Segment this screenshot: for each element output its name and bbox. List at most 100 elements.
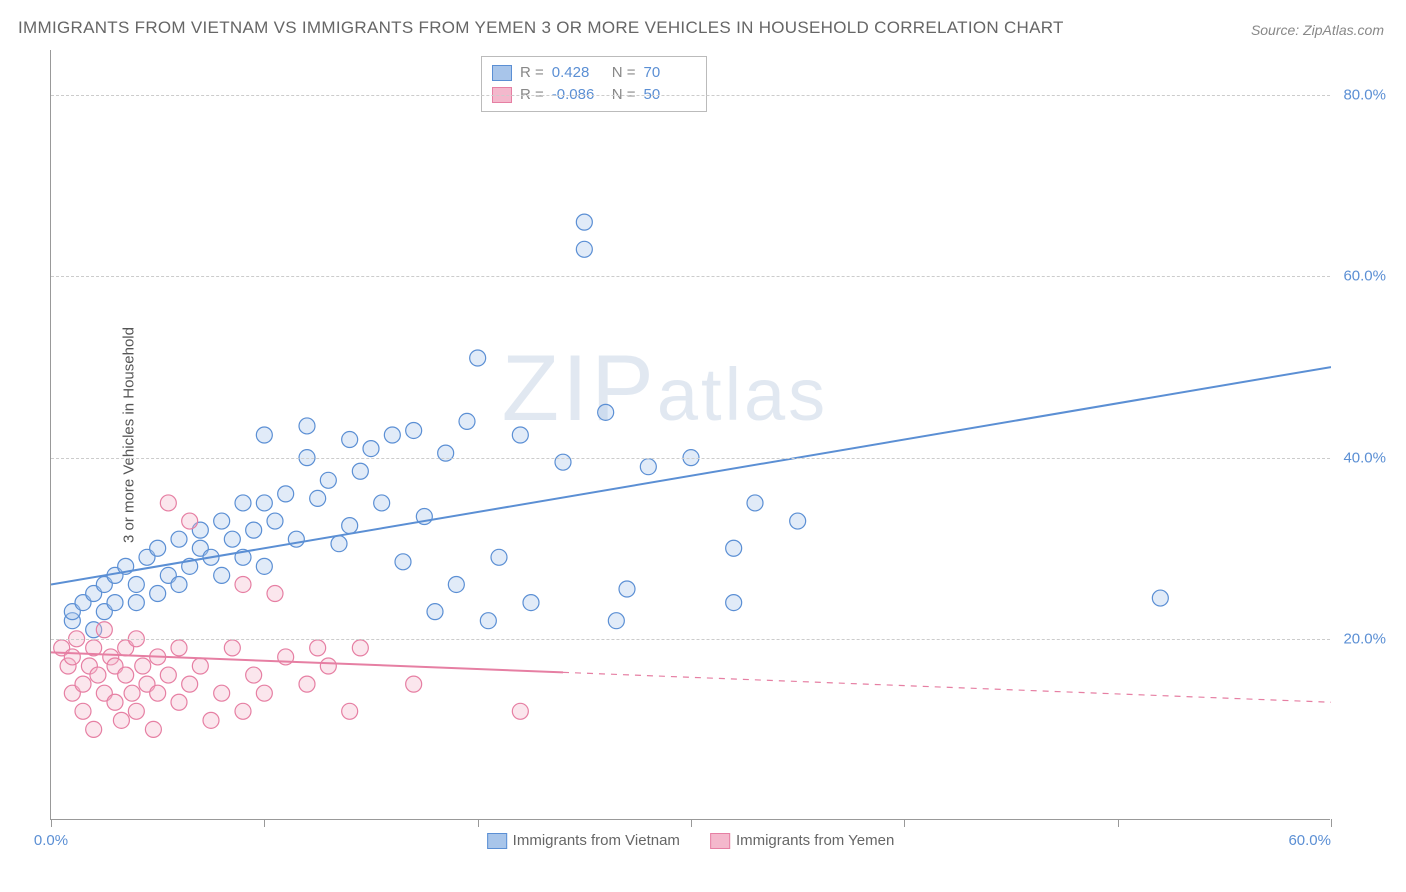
scatter-point xyxy=(256,495,272,511)
scatter-point xyxy=(406,676,422,692)
scatter-point xyxy=(331,536,347,552)
scatter-point xyxy=(86,721,102,737)
scatter-point xyxy=(118,667,134,683)
scatter-point xyxy=(235,495,251,511)
x-tick xyxy=(904,819,905,827)
scatter-point xyxy=(124,685,140,701)
scatter-point xyxy=(555,454,571,470)
legend-label: Immigrants from Vietnam xyxy=(513,832,680,849)
scatter-point xyxy=(128,703,144,719)
scatter-point xyxy=(246,522,262,538)
chart-title: IMMIGRANTS FROM VIETNAM VS IMMIGRANTS FR… xyxy=(18,18,1064,38)
scatter-point xyxy=(608,613,624,629)
scatter-point xyxy=(160,495,176,511)
y-tick-label: 60.0% xyxy=(1343,268,1386,285)
bottom-legend: Immigrants from Vietnam Immigrants from … xyxy=(487,832,895,849)
x-tick xyxy=(1118,819,1119,827)
scatter-point xyxy=(491,549,507,565)
scatter-point xyxy=(619,581,635,597)
scatter-point xyxy=(224,640,240,656)
scatter-point xyxy=(235,576,251,592)
scatter-point xyxy=(192,658,208,674)
scatter-point xyxy=(576,214,592,230)
x-tick xyxy=(478,819,479,827)
scatter-point xyxy=(90,667,106,683)
scatter-point xyxy=(150,685,166,701)
scatter-point xyxy=(150,586,166,602)
y-tick-label: 80.0% xyxy=(1343,87,1386,104)
scatter-point xyxy=(310,640,326,656)
scatter-point xyxy=(256,427,272,443)
scatter-point xyxy=(171,576,187,592)
scatter-point xyxy=(310,490,326,506)
scatter-point xyxy=(480,613,496,629)
x-tick xyxy=(51,819,52,827)
scatter-point xyxy=(235,703,251,719)
scatter-point xyxy=(288,531,304,547)
scatter-point xyxy=(352,463,368,479)
scatter-point xyxy=(598,404,614,420)
scatter-point xyxy=(363,441,379,457)
swatch-icon xyxy=(710,833,730,849)
scatter-point xyxy=(726,540,742,556)
scatter-point xyxy=(171,640,187,656)
trend-line xyxy=(51,367,1331,584)
scatter-point xyxy=(459,413,475,429)
y-tick-label: 40.0% xyxy=(1343,449,1386,466)
scatter-point xyxy=(438,445,454,461)
scatter-point xyxy=(128,576,144,592)
scatter-point xyxy=(171,694,187,710)
legend-item: Immigrants from Vietnam xyxy=(487,832,680,849)
chart-container: 3 or more Vehicles in Household ZIPatlas… xyxy=(50,50,1386,852)
scatter-point xyxy=(150,540,166,556)
scatter-point xyxy=(214,513,230,529)
scatter-point xyxy=(512,703,528,719)
x-tick-label: 60.0% xyxy=(1288,832,1331,849)
grid-line xyxy=(51,639,1330,640)
scatter-point xyxy=(299,676,315,692)
scatter-point xyxy=(107,694,123,710)
x-tick xyxy=(1331,819,1332,827)
scatter-point xyxy=(320,472,336,488)
scatter-point xyxy=(320,658,336,674)
scatter-point xyxy=(299,418,315,434)
scatter-point xyxy=(640,459,656,475)
scatter-point xyxy=(182,513,198,529)
scatter-point xyxy=(747,495,763,511)
scatter-point xyxy=(576,241,592,257)
grid-line xyxy=(51,458,1330,459)
scatter-point xyxy=(512,427,528,443)
scatter-point xyxy=(214,685,230,701)
stat-legend: R = 0.428 N = 70 R = -0.086 N = 50 xyxy=(481,56,707,112)
scatter-point xyxy=(267,513,283,529)
grid-line xyxy=(51,95,1330,96)
scatter-point xyxy=(75,676,91,692)
scatter-point xyxy=(107,595,123,611)
stat-r-value: 0.428 xyxy=(552,62,604,84)
scatter-point xyxy=(342,518,358,534)
scatter-point xyxy=(278,486,294,502)
scatter-point xyxy=(224,531,240,547)
scatter-point xyxy=(342,703,358,719)
scatter-point xyxy=(448,576,464,592)
scatter-point xyxy=(214,567,230,583)
scatter-point xyxy=(395,554,411,570)
scatter-point xyxy=(160,667,176,683)
stat-r-label: R = xyxy=(520,62,544,84)
scatter-point xyxy=(523,595,539,611)
scatter-point xyxy=(790,513,806,529)
trend-line-dashed xyxy=(563,672,1331,702)
scatter-point xyxy=(384,427,400,443)
scatter-point xyxy=(256,558,272,574)
scatter-point xyxy=(352,640,368,656)
scatter-point xyxy=(726,595,742,611)
scatter-point xyxy=(406,422,422,438)
scatter-point xyxy=(256,685,272,701)
scatter-point xyxy=(267,586,283,602)
scatter-point xyxy=(374,495,390,511)
stat-n-value: 70 xyxy=(644,62,696,84)
y-tick-label: 20.0% xyxy=(1343,630,1386,647)
scatter-point xyxy=(470,350,486,366)
scatter-point xyxy=(145,721,161,737)
scatter-plot-svg xyxy=(51,50,1331,820)
